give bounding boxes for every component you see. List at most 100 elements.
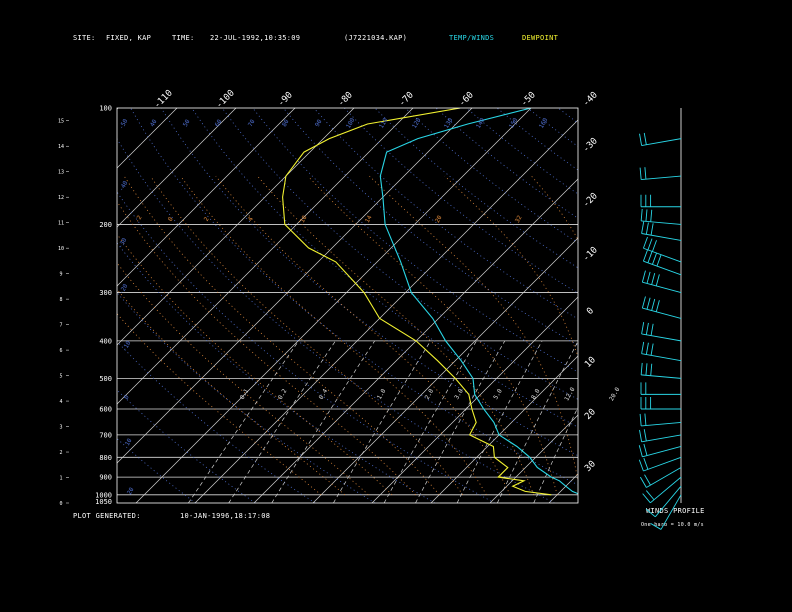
wind-barb-flag xyxy=(644,413,647,426)
isotherm-line xyxy=(135,108,532,503)
dry-adiabat xyxy=(117,291,376,503)
wind-barb-flag xyxy=(645,363,648,376)
time-value: 22-JUL-1992,10:35:09 xyxy=(210,34,301,42)
dry-adiabat-label: -50 xyxy=(118,117,130,130)
dry-adiabat xyxy=(496,108,578,171)
dry-adiabat-top-label: 130 xyxy=(443,116,455,129)
mixing-ratio-label: 5.0 xyxy=(492,387,504,400)
wind-barb-flag xyxy=(641,270,646,283)
height-tick-label: 8 xyxy=(59,297,62,303)
wind-barb-flag xyxy=(641,296,646,309)
temperature-top-tick-label: -110 xyxy=(152,88,174,110)
wet-adiabat-label: 10 xyxy=(299,214,309,224)
plot-area xyxy=(0,108,792,503)
mixing-ratio-line xyxy=(415,340,506,503)
pressure-tick-label: 200 xyxy=(99,221,112,229)
wind-barb-flag xyxy=(650,223,654,236)
mixing-ratio-label: 20.0 xyxy=(608,386,621,402)
dry-adiabat xyxy=(405,108,578,244)
wind-barb-flag xyxy=(647,238,653,251)
dry-adiabat xyxy=(117,191,495,503)
wind-barb-flag xyxy=(656,254,662,267)
dry-adiabat-top-label: 160 xyxy=(538,116,550,129)
wet-adiabat xyxy=(117,313,322,496)
isotherm-line xyxy=(489,414,578,503)
wind-barb-flag xyxy=(641,341,645,354)
pressure-tick-label: 600 xyxy=(99,405,112,413)
isotherm-line xyxy=(371,296,578,503)
dry-adiabat xyxy=(313,108,578,320)
temperature-top-tick-label: -60 xyxy=(457,90,476,109)
mixing-ratio-line xyxy=(383,340,477,503)
height-tick-label: 9 xyxy=(59,272,62,278)
dry-adiabat xyxy=(435,108,578,219)
wet-adiabat xyxy=(257,175,534,495)
wet-adiabat-label: 32 xyxy=(514,214,524,224)
isotherm-line xyxy=(785,108,792,503)
pressure-tick-label: 800 xyxy=(99,454,112,462)
winds-barb-note: One barb = 10.0 m/s xyxy=(641,522,704,528)
wet-adiabat xyxy=(369,175,578,483)
dry-adiabat-label: -20 xyxy=(118,282,130,295)
dry-adiabat xyxy=(117,340,316,503)
plot-generated-value: 10-JAN-1996,18:17:08 xyxy=(180,512,271,520)
dry-adiabat-top-label: 40 xyxy=(149,118,159,128)
isotherm-line xyxy=(667,108,792,503)
wind-barb-flag xyxy=(651,272,656,285)
dry-adiabat xyxy=(466,108,578,195)
wind-barb-flag xyxy=(645,209,648,222)
dry-adiabat xyxy=(282,108,578,346)
height-tick-label: 14 xyxy=(58,144,64,150)
temperature-right-tick-label: -10 xyxy=(581,245,600,264)
wind-barb-flag xyxy=(643,443,648,456)
wind-barb-shaft xyxy=(641,353,682,362)
temperature-right-tick-label: -20 xyxy=(581,191,600,210)
dry-adiabat xyxy=(117,242,435,503)
wind-barb-flag xyxy=(655,274,660,287)
isotherm-line xyxy=(117,108,237,228)
wind-barb-flag xyxy=(650,363,653,376)
wet-adiabat-label: 0 xyxy=(167,216,175,223)
wind-barb-flag xyxy=(639,476,647,488)
pressure-tick-label: 300 xyxy=(99,289,112,297)
wind-barb-flag xyxy=(645,490,655,501)
temperature-top-tick-label: -90 xyxy=(276,90,295,109)
isotherm-line xyxy=(0,108,59,503)
wind-barb-shaft xyxy=(642,281,682,293)
wind-barb-flag xyxy=(642,236,648,249)
temperature-right-tick-label: 20 xyxy=(583,407,598,422)
wet-adiabat-label: 20 xyxy=(434,214,444,224)
dewpoint-series-line xyxy=(282,108,552,496)
wet-adiabat xyxy=(117,288,346,496)
wind-barb-flag xyxy=(650,323,654,336)
temperature-top-tick-label: -50 xyxy=(519,90,538,109)
wind-barb-flag xyxy=(650,343,654,356)
isotherm-line xyxy=(117,108,119,110)
isotherm-line xyxy=(117,108,178,169)
wind-barb-shaft xyxy=(646,467,682,488)
pressure-tick-label: 400 xyxy=(99,337,112,345)
dry-adiabat xyxy=(221,108,578,400)
isotherm-line xyxy=(117,108,473,464)
mixing-ratio-line xyxy=(228,340,336,503)
height-tick-label: 10 xyxy=(58,246,64,252)
height-tick-label: 13 xyxy=(58,170,64,176)
wind-barb-shaft xyxy=(641,421,682,427)
height-tick-label: 5 xyxy=(59,374,62,380)
wet-adiabat xyxy=(444,175,578,358)
dry-adiabat xyxy=(374,108,578,269)
temperature-right-tick-label: 0 xyxy=(585,306,596,317)
dry-adiabat-top-label: 120 xyxy=(411,116,423,129)
dry-adiabat-top-label: 70 xyxy=(247,118,257,128)
wind-barb-flag xyxy=(650,523,662,530)
wind-barb-flag xyxy=(643,457,649,470)
wind-barb-shaft xyxy=(641,220,682,225)
dry-adiabat-label: -40 xyxy=(118,179,130,192)
isotherm-line xyxy=(253,178,578,503)
temperature-top-tick-label: -100 xyxy=(214,88,236,110)
wind-barb-shaft xyxy=(643,456,682,472)
height-tick-label: 1 xyxy=(59,476,62,482)
wet-adiabat-label: 14 xyxy=(364,214,374,224)
temperature-series-line xyxy=(379,108,578,495)
dry-adiabat-top-label: 90 xyxy=(314,118,324,128)
